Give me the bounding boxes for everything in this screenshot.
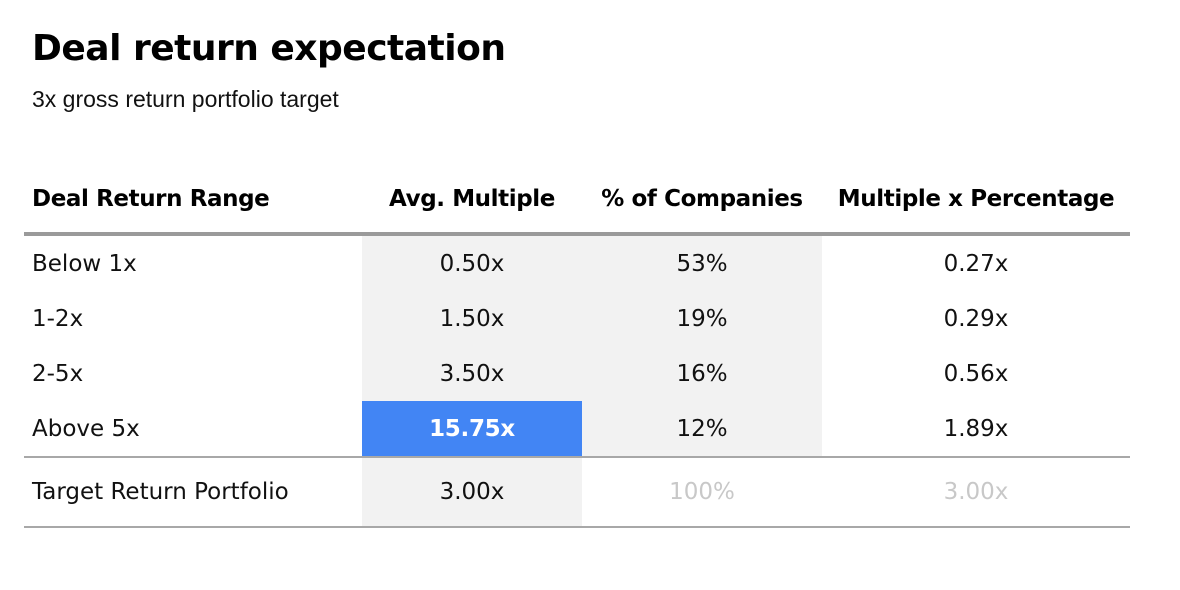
cell-percent-companies: 16% xyxy=(582,346,822,401)
header-divider xyxy=(24,232,1130,236)
total-label: Target Return Portfolio xyxy=(32,479,289,505)
cell-percent-companies: 19% xyxy=(582,291,822,346)
table-header: Deal Return Range Avg. Multiple % of Com… xyxy=(24,172,1130,232)
cell-avg-multiple-highlight: 15.75x xyxy=(362,401,582,456)
total-percent-companies: 100% xyxy=(669,479,735,505)
total-multiple-x-percentage: 3.00x xyxy=(943,479,1009,505)
cell-avg-multiple: 3.50x xyxy=(439,360,505,387)
header-multiple-x-percentage: Multiple x Percentage xyxy=(837,186,1115,212)
cell-multiple-x-percentage: 1.89x xyxy=(943,415,1009,442)
cell-range: Below 1x xyxy=(32,250,137,277)
header-percent-companies: % of Companies xyxy=(601,186,803,212)
table-row: 1-2x 1.50x 19% 0.29x xyxy=(24,291,1130,346)
cell-percent-companies: 53% xyxy=(582,236,822,291)
total-row: Target Return Portfolio 3.00x 100% 3.00x xyxy=(24,458,1130,526)
page-subtitle: 3x gross return portfolio target xyxy=(32,86,339,112)
table-row: 2-5x 3.50x 16% 0.56x xyxy=(24,346,1130,401)
cell-range: Above 5x xyxy=(32,415,140,442)
cell-multiple-x-percentage: 0.56x xyxy=(943,360,1009,387)
cell-range: 1-2x xyxy=(32,305,84,332)
cell-multiple-x-percentage: 0.29x xyxy=(943,305,1009,332)
bottom-divider xyxy=(24,526,1130,528)
cell-percent-companies: 12% xyxy=(582,401,822,456)
cell-range: 2-5x xyxy=(32,360,84,387)
header-avg-multiple: Avg. Multiple xyxy=(389,186,555,212)
table-body: Below 1x 0.50x 53% 0.27x 1-2x 1.50x 19% … xyxy=(24,236,1130,456)
total-divider xyxy=(24,456,1130,458)
table-row: Below 1x 0.50x 53% 0.27x xyxy=(24,236,1130,291)
cell-multiple-x-percentage: 0.27x xyxy=(943,250,1009,277)
total-avg-multiple: 3.00x xyxy=(439,479,505,505)
cell-avg-multiple: 0.50x xyxy=(439,250,505,277)
table-row: Above 5x 15.75x 12% 1.89x xyxy=(24,401,1130,456)
page-title: Deal return expectation xyxy=(32,28,506,69)
header-deal-return-range: Deal Return Range xyxy=(32,186,270,212)
cell-avg-multiple: 1.50x xyxy=(439,305,505,332)
return-table: Deal Return Range Avg. Multiple % of Com… xyxy=(24,172,1130,528)
